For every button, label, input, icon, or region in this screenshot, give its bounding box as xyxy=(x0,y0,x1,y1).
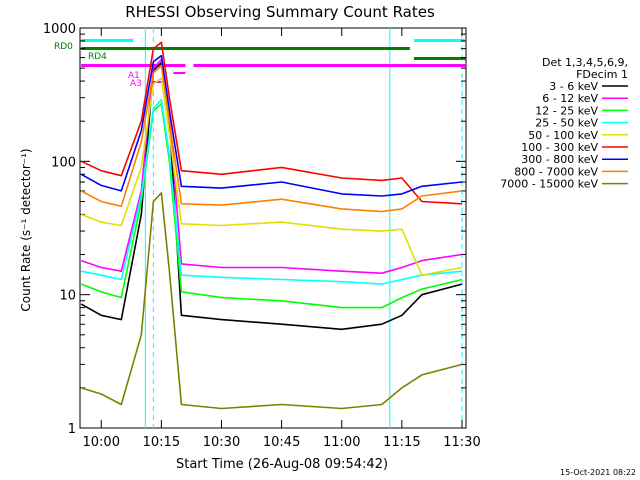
legend-header-line-1: Det 1,3,4,5,6,9, xyxy=(542,56,628,69)
series-line-6 xyxy=(80,54,463,197)
x-tick-label-6: 11:30 xyxy=(443,435,480,450)
y-tick-label-1: 10 xyxy=(59,289,76,304)
legend-label-3: 25 - 50 keV xyxy=(535,117,598,130)
a1-flag-bar-1 xyxy=(81,64,186,67)
legend-label-2: 12 - 25 keV xyxy=(535,104,598,117)
x-axis-label: Start Time (26-Aug-08 09:54:42) xyxy=(176,457,388,472)
x-tick-label-0: 10:00 xyxy=(83,435,120,450)
series-line-8 xyxy=(80,192,463,410)
legend-label-7: 800 - 7000 keV xyxy=(514,165,598,178)
chart-title: RHESSI Observing Summary Count Rates xyxy=(125,3,435,21)
legend-label-4: 50 - 100 keV xyxy=(528,129,598,142)
series-line-1 xyxy=(80,58,463,275)
rd0-flag-bar xyxy=(81,47,410,50)
y-axis-label: Count Rate (s⁻¹ detector⁻¹) xyxy=(19,148,33,311)
rd4-flag-bar xyxy=(413,57,466,60)
saa-flag-bar-1 xyxy=(81,39,134,42)
axis-ticks: 10:00 10:15 10:30 10:45 11:00 11:15 11:30 1 10 10… xyxy=(43,22,481,450)
series-line-3 xyxy=(81,98,463,285)
series-line-2 xyxy=(80,103,463,309)
a1-flag-bar-2 xyxy=(193,64,466,67)
x-tick-label-1: 10:15 xyxy=(143,435,180,450)
flag-label-a1: A1 xyxy=(128,71,140,81)
legend-header-line-2: FDecim 1 xyxy=(576,68,628,81)
series-line-4 xyxy=(80,77,463,277)
flag-label-rd4: RD4 xyxy=(88,52,107,62)
y-tick-label-2: 100 xyxy=(51,155,76,170)
generated-timestamp: 15-Oct-2021 08:22 xyxy=(560,468,636,477)
saa-flag-bar-2 xyxy=(413,39,466,42)
x-tick-label-5: 11:15 xyxy=(383,435,420,450)
legend-label-6: 300 - 800 keV xyxy=(521,153,598,166)
a3-flag-short xyxy=(153,81,166,83)
legend-label-8: 7000 - 15000 keV xyxy=(500,178,598,191)
y-tick-label-3: 1000 xyxy=(43,22,76,37)
series-line-5 xyxy=(80,41,463,205)
a1-flag-short xyxy=(173,72,186,74)
x-tick-label-4: 11:00 xyxy=(323,435,360,450)
legend-label-5: 100 - 300 keV xyxy=(521,141,598,154)
x-tick-label-3: 10:45 xyxy=(263,435,300,450)
plot-area xyxy=(79,27,467,429)
y-tick-label-0: 1 xyxy=(68,422,76,437)
flag-label-a3: A3 xyxy=(130,79,142,89)
x-tick-label-2: 10:30 xyxy=(203,435,240,450)
series-line-7 xyxy=(80,65,463,213)
flag-label-rd0: RD0 xyxy=(54,42,73,52)
legend-label-1: 6 - 12 keV xyxy=(542,92,598,105)
legend-label-0: 3 - 6 keV xyxy=(549,80,598,93)
series-line-0 xyxy=(80,61,463,331)
series-lines xyxy=(80,41,463,410)
